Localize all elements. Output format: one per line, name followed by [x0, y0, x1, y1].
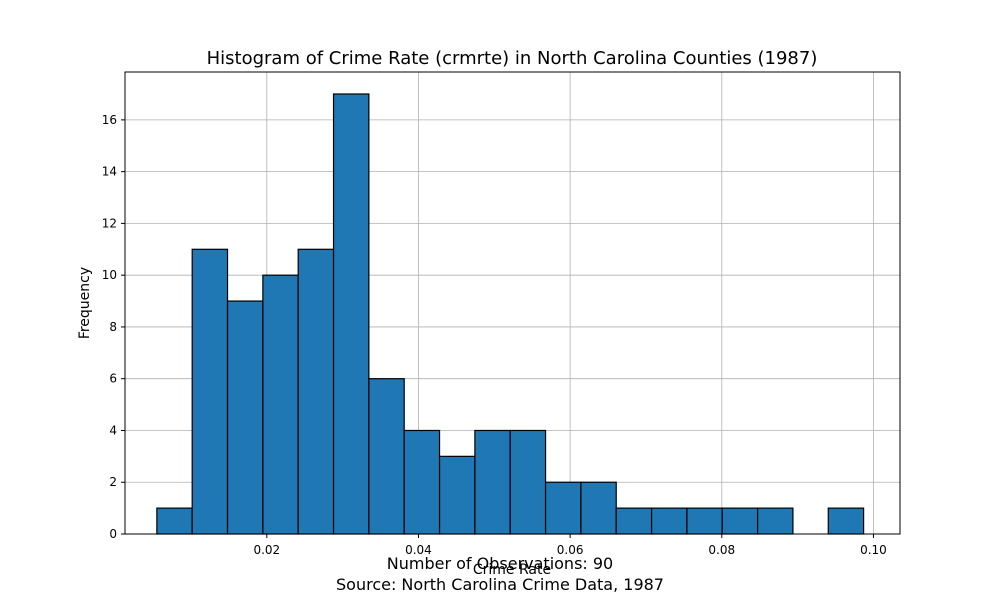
- histogram-bar: [650, 507, 688, 535]
- x-tick-label: 0.02: [253, 543, 280, 557]
- histogram-bar: [297, 248, 335, 535]
- y-axis-label: Frequency: [77, 267, 93, 339]
- x-tick-label: 0.06: [557, 543, 584, 557]
- y-tick-label: 6: [109, 372, 117, 386]
- y-tick-label: 4: [109, 423, 117, 437]
- histogram-bar: [332, 93, 370, 535]
- histogram-bar: [226, 300, 264, 535]
- histogram-bar: [438, 455, 476, 535]
- x-tick-label: 0.04: [405, 543, 432, 557]
- plot-frame: [124, 71, 901, 535]
- chart-title: Histogram of Crime Rate (crmrte) in Nort…: [207, 48, 818, 69]
- y-tick-label: 16: [102, 113, 117, 127]
- histogram-bar: [474, 429, 511, 535]
- histogram-bar: [509, 429, 547, 535]
- histogram-bar: [686, 507, 723, 535]
- x-tick-label: 0.08: [708, 543, 735, 557]
- histogram-bar: [262, 274, 299, 535]
- histogram-bar: [191, 248, 229, 535]
- y-tick-label: 10: [102, 268, 117, 282]
- y-tick-label: 0: [109, 527, 117, 541]
- y-tick-label: 14: [102, 165, 117, 179]
- ticks-layer: 0.02 0.04 0.06 0.08 0.10 0 2 4 6 8 10 12 14 16: [102, 113, 887, 557]
- x-axis-label: Crime Rate: [473, 562, 551, 578]
- histogram-bar: [403, 429, 441, 535]
- x-tick-label: 0.10: [860, 543, 887, 557]
- histogram-bar: [580, 481, 617, 535]
- histogram-bar: [756, 507, 794, 535]
- y-tick-label: 8: [109, 320, 117, 334]
- bars-layer: [156, 93, 865, 535]
- y-tick-label: 12: [102, 216, 117, 230]
- y-tick-label: 2: [109, 475, 117, 489]
- histogram-bar: [544, 481, 582, 535]
- histogram-bar: [368, 378, 405, 535]
- histogram-bar: [615, 507, 653, 535]
- histogram-bar: [827, 507, 865, 535]
- observations-note: Number of Observations: 90: [387, 554, 613, 573]
- histogram-bar: [721, 507, 759, 535]
- source-note: Source: North Carolina Crime Data, 1987: [336, 575, 664, 594]
- histogram-bar: [156, 507, 193, 535]
